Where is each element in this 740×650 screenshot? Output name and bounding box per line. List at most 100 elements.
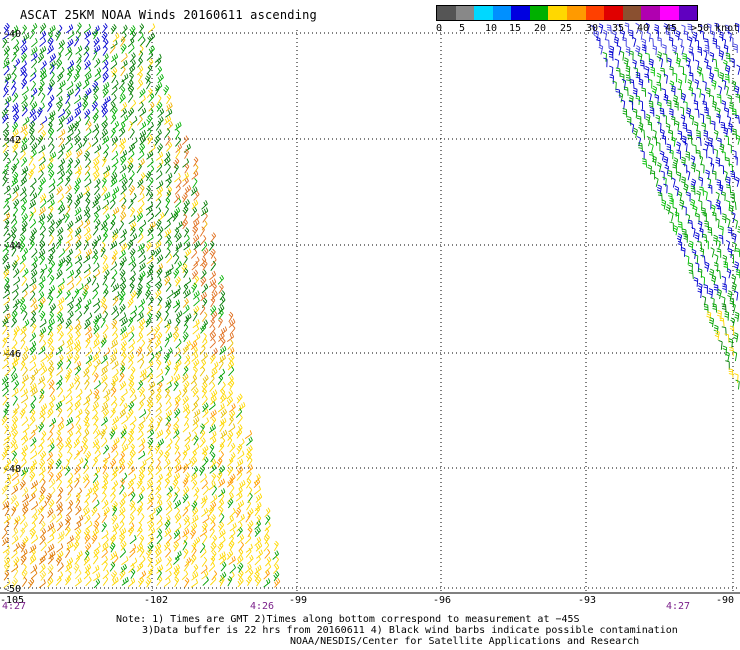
- wind-barb: [174, 302, 181, 313]
- wind-barb: [731, 211, 736, 223]
- wind-barb: [56, 122, 64, 132]
- wind-barb: [48, 379, 55, 390]
- wind-barb: [672, 225, 678, 236]
- wind-barb: [174, 197, 182, 208]
- wind-barb: [102, 457, 108, 468]
- wind-barb: [146, 115, 153, 126]
- wind-barb: [13, 380, 20, 391]
- wind-barb: [148, 92, 155, 103]
- wind-barb: [139, 36, 146, 47]
- legend-label: 5: [459, 23, 466, 34]
- wind-barb: [217, 374, 224, 385]
- wind-barb: [102, 275, 108, 286]
- wind-barb: [208, 424, 216, 434]
- wind-barb: [29, 135, 36, 146]
- wind-barb: [156, 66, 163, 76]
- wind-barb: [697, 220, 703, 231]
- wind-barb: [110, 386, 117, 397]
- wind-barb: [219, 513, 225, 524]
- wind-barb: [102, 381, 108, 393]
- wind-barb: [11, 317, 17, 328]
- wind-barb: [120, 203, 126, 215]
- wind-barb: [40, 92, 46, 103]
- wind-barb: [191, 514, 199, 524]
- wind-barb: [218, 576, 225, 587]
- wind-barb: [102, 199, 110, 210]
- wind-barb: [67, 382, 75, 392]
- wind-barb: [20, 303, 27, 314]
- wind-barb: [190, 186, 198, 196]
- wind-barb: [20, 458, 27, 469]
- wind-barb: [29, 290, 36, 301]
- wind-barb: [255, 542, 263, 552]
- wind-barb: [228, 318, 236, 328]
- wind-barb: [75, 379, 81, 390]
- wind-barb: [4, 402, 10, 413]
- wind-barb: [118, 172, 127, 182]
- wind-barb: [38, 144, 46, 154]
- wind-barb: [92, 527, 100, 538]
- wind-barb: [81, 289, 88, 300]
- wind-barb: [73, 183, 80, 194]
- wind-barb: [156, 303, 162, 314]
- wind-barb: [94, 58, 101, 68]
- wind-barb: [66, 276, 74, 286]
- wind-barb: [273, 540, 279, 552]
- wind-barb: [118, 121, 126, 132]
- wind-barb: [66, 352, 73, 363]
- wind-barb: [202, 332, 207, 344]
- wind-barb: [4, 73, 12, 83]
- wind-barb: [83, 367, 90, 378]
- wind-barb: [201, 570, 209, 580]
- wind-barb: [76, 514, 84, 524]
- wind-barb: [175, 136, 181, 147]
- wind-barb: [165, 505, 173, 516]
- wind-barb: [58, 204, 66, 215]
- wind-barb: [640, 128, 645, 139]
- wind-barb: [93, 466, 101, 477]
- wind-barb: [128, 143, 136, 153]
- wind-barb: [622, 108, 628, 118]
- wind-barb: [210, 555, 216, 566]
- wind-barb: [219, 555, 227, 565]
- wind-barb: [237, 514, 245, 524]
- wind-barb: [237, 500, 245, 510]
- latitude-tick-label: -44: [3, 241, 21, 252]
- wind-barb: [110, 24, 117, 35]
- wind-barb: [155, 485, 162, 496]
- wind-barb: [3, 45, 10, 56]
- wind-barb: [146, 568, 153, 579]
- wind-barb: [111, 283, 120, 293]
- wind-barb: [11, 506, 17, 517]
- wind-barb: [120, 282, 127, 293]
- wind-barb: [246, 436, 253, 446]
- wind-barb: [145, 408, 151, 420]
- wind-barb: [37, 444, 44, 455]
- wind-barb: [718, 31, 724, 42]
- wind-barb: [31, 501, 39, 511]
- wind-barb: [254, 501, 262, 512]
- wind-barb: [55, 555, 62, 566]
- wind-barb: [111, 228, 119, 238]
- wind-barb: [66, 296, 75, 306]
- wind-barb: [238, 541, 244, 552]
- wind-barb: [74, 135, 81, 146]
- wind-barb: [200, 548, 207, 558]
- wind-barb: [656, 162, 662, 173]
- wind-barb: [12, 395, 18, 406]
- wind-barb: [85, 354, 93, 365]
- wind-barb: [209, 464, 217, 474]
- wind-barb: [30, 395, 37, 406]
- wind-barb: [109, 354, 117, 365]
- wind-barb: [83, 219, 91, 229]
- wind-barb: [155, 458, 161, 469]
- wind-barb: [146, 479, 154, 490]
- wind-barb: [136, 115, 143, 126]
- wind-barb: [156, 429, 164, 439]
- wind-barb: [100, 354, 108, 365]
- wind-barb: [56, 311, 63, 322]
- wind-barb: [84, 276, 92, 287]
- wind-barb: [202, 514, 210, 524]
- wind-barb: [110, 339, 118, 349]
- wind-barb: [219, 536, 226, 546]
